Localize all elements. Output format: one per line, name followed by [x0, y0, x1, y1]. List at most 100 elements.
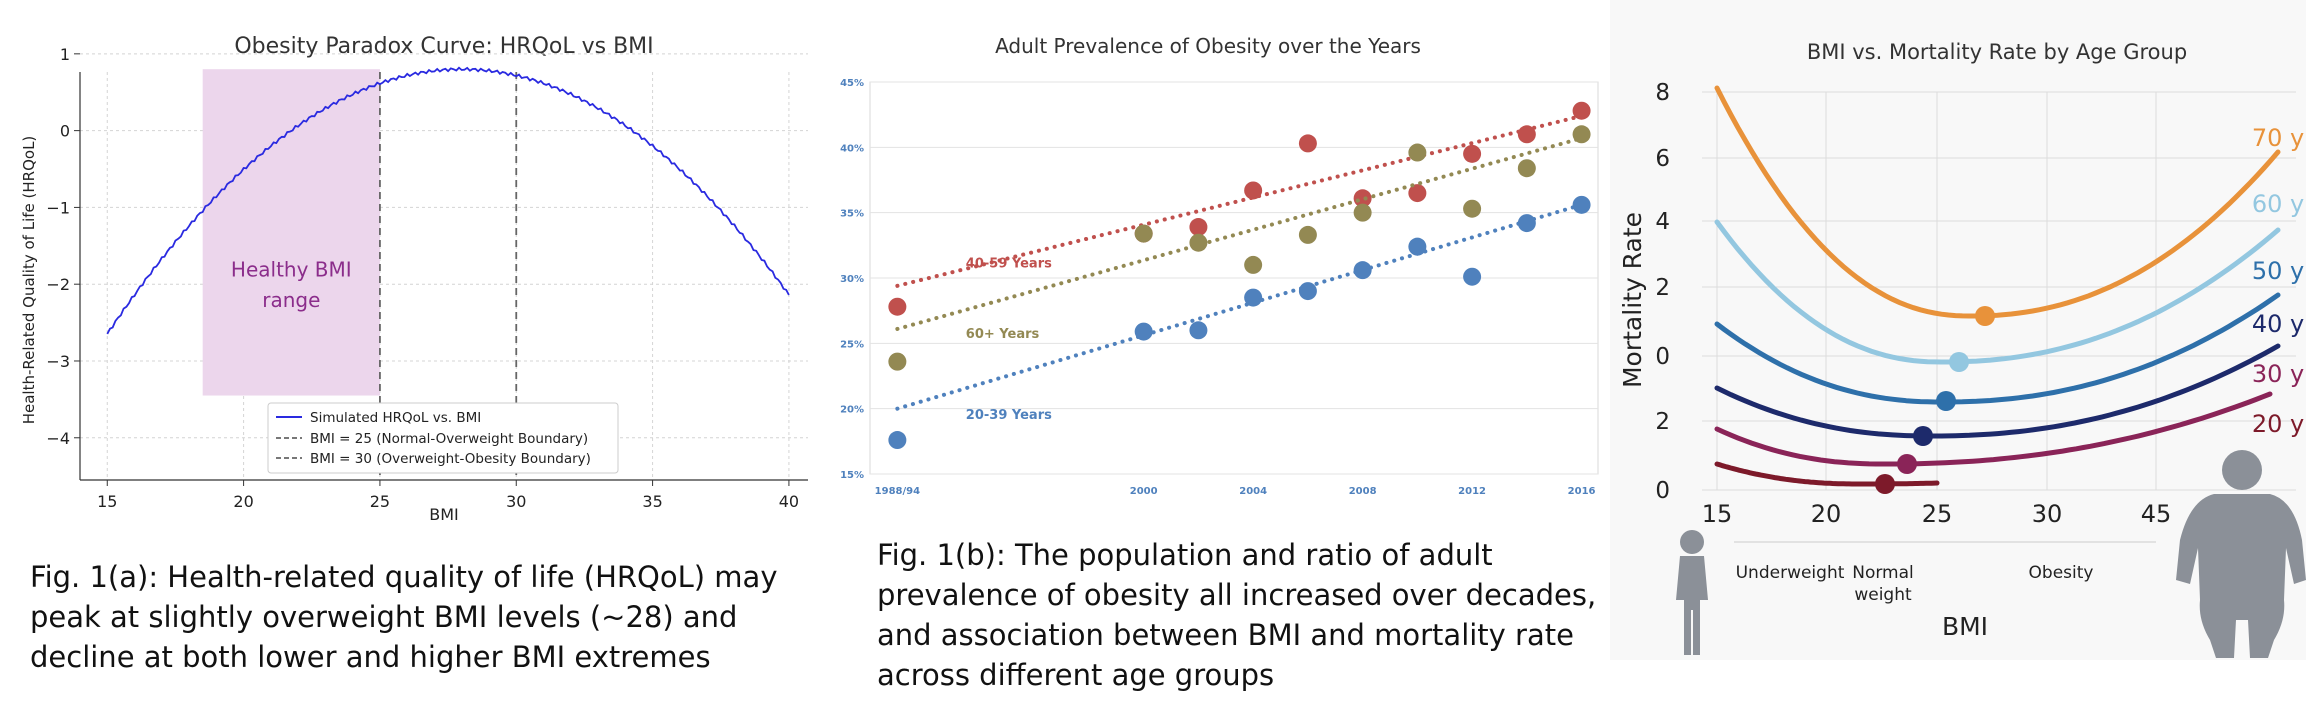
- data-point: [1244, 255, 1263, 274]
- x-tick-label: 20: [233, 492, 253, 511]
- data-point: [1298, 282, 1317, 301]
- y-tick-label: 45%: [840, 78, 864, 89]
- chart-title: BMI vs. Mortality Rate by Age Group: [1807, 40, 2187, 64]
- x-tick-label: 2012: [1458, 486, 1486, 497]
- hrqol-curve: [106, 66, 790, 335]
- data-point: [888, 297, 907, 316]
- mortality-curve: [1714, 461, 1940, 487]
- x-tick-label: 40: [779, 492, 799, 511]
- healthy-bmi-region: [202, 69, 380, 396]
- healthy-region-label: Healthy BMI: [231, 258, 352, 282]
- x-tick-label: 15: [1702, 500, 1733, 528]
- y-axis-label: Mortality Rate: [1618, 212, 1647, 388]
- prevalence-chart: Adult Prevalence of Obesity over the Yea…: [840, 34, 1599, 497]
- bmi-category-label: Underweight: [1736, 563, 1845, 583]
- data-point: [1463, 267, 1482, 286]
- x-tick-label: 1988/94: [875, 486, 920, 497]
- y-tick-label: −2: [46, 275, 70, 294]
- x-tick-label: 2000: [1130, 486, 1158, 497]
- curve-minimum-marker: [1936, 391, 1956, 411]
- bmi-category-label: weight: [1854, 585, 1912, 605]
- y-tick-label: −3: [46, 352, 70, 371]
- data-point: [1572, 195, 1591, 214]
- y-tick-label: 8: [1655, 80, 1670, 106]
- data-point: [1572, 101, 1591, 120]
- x-tick-label: 15: [97, 492, 117, 511]
- y-tick-label: 0: [60, 122, 70, 141]
- hrqol-chart: Obesity Paradox Curve: HRQoL vs BMI 15 20 2…: [20, 34, 808, 524]
- y-tick-label: −4: [46, 429, 70, 448]
- age-group-label: 20 y: [2252, 410, 2304, 438]
- y-axis-label: Health-Related Quality of Life (HRQoL): [20, 136, 38, 425]
- age-group-label: 50 y: [2252, 257, 2304, 285]
- chart-title: Obesity Paradox Curve: HRQoL vs BMI: [234, 34, 653, 59]
- trendline: [895, 136, 1584, 331]
- data-point: [1408, 143, 1427, 162]
- mortality-curve: [1714, 391, 2273, 467]
- age-group-label: 40 y: [2252, 310, 2304, 338]
- series-label: 20-39 Years: [966, 408, 1052, 423]
- data-point: [888, 352, 907, 371]
- y-tick-label: 0: [1655, 344, 1670, 370]
- bmi-category-label: Normal: [1852, 563, 1914, 583]
- curve-minimum-marker: [1975, 306, 1995, 326]
- thin-person-icon: [1676, 530, 1708, 655]
- series-label: 60+ Years: [966, 327, 1040, 342]
- y-tick-label: 0: [1655, 478, 1670, 504]
- thin-person-body: [1676, 556, 1708, 655]
- age-group-label: 70 y: [2252, 124, 2304, 152]
- y-tick-label: −1: [46, 198, 70, 217]
- caption-fig-1a: Fig. 1(a): Health-related quality of lif…: [30, 560, 778, 674]
- mortality-curve: [1714, 219, 2281, 365]
- caption-fig-1b: Fig. 1(b): The population and ratio of a…: [877, 538, 1597, 692]
- data-point: [1189, 218, 1208, 237]
- legend-label-hrqol: Simulated HRQoL vs. BMI: [310, 410, 481, 426]
- x-tick-label: 25: [370, 492, 390, 511]
- data-point: [1353, 261, 1372, 280]
- x-axis-label: BMI: [429, 505, 459, 524]
- data-point: [1189, 321, 1208, 340]
- age-group-label: 30 y: [2252, 360, 2304, 388]
- thin-person-head: [1680, 530, 1704, 554]
- x-tick-label: 25: [1922, 500, 1953, 528]
- age-group-label: 60 y: [2252, 190, 2304, 218]
- x-tick-label: 20: [1811, 500, 1842, 528]
- data-point: [1353, 189, 1372, 208]
- data-point: [1408, 237, 1427, 256]
- heavy-person-icon: [2176, 450, 2306, 658]
- legend-box: [267, 402, 619, 474]
- data-point: [1517, 125, 1536, 144]
- heavy-person-head: [2222, 450, 2262, 490]
- data-point: [1463, 144, 1482, 163]
- prevalence-chart-panel: Adult Prevalence of Obesity over the Yea…: [830, 0, 1610, 724]
- x-tick-label: 30: [506, 492, 526, 511]
- chart-title: Adult Prevalence of Obesity over the Yea…: [995, 34, 1421, 58]
- series-label: 40-59 Years: [966, 257, 1052, 272]
- x-tick-label: 30: [2032, 500, 2063, 528]
- x-tick-label: 2016: [1568, 486, 1596, 497]
- y-tick-label: 4: [1655, 209, 1670, 235]
- heavy-person-body: [2176, 494, 2306, 658]
- data-point: [1189, 233, 1208, 252]
- data-point: [1517, 159, 1536, 178]
- curve-minimum-marker: [1913, 426, 1933, 446]
- y-tick-label: 15%: [840, 470, 864, 481]
- legend-label-boundary: BMI = 30 (Overweight-Obesity Boundary): [310, 451, 591, 467]
- x-tick-label: 35: [642, 492, 662, 511]
- x-tick-label: 45: [2141, 500, 2172, 528]
- y-tick-label: 35%: [840, 209, 864, 220]
- mortality-chart: BMI vs. Mortality Rate by Age Group86420…: [1618, 40, 2306, 658]
- hrqol-chart-panel: Obesity Paradox Curve: HRQoL vs BMI 15 20 2…: [0, 0, 830, 724]
- y-tick-label: 20%: [840, 405, 864, 416]
- data-point: [1298, 225, 1317, 244]
- trendline: [895, 202, 1584, 411]
- mortality-curve: [1714, 85, 2281, 319]
- curve-minimum-marker: [1949, 352, 1969, 372]
- y-tick-label: 2: [1655, 275, 1670, 301]
- data-point: [1134, 224, 1153, 243]
- bmi-category-label: Obesity: [2029, 563, 2094, 583]
- mortality-curve: [1714, 292, 2281, 405]
- y-tick-label: 25%: [840, 339, 864, 350]
- y-tick-label: 2: [1655, 409, 1670, 435]
- curve-minimum-marker: [1875, 474, 1895, 494]
